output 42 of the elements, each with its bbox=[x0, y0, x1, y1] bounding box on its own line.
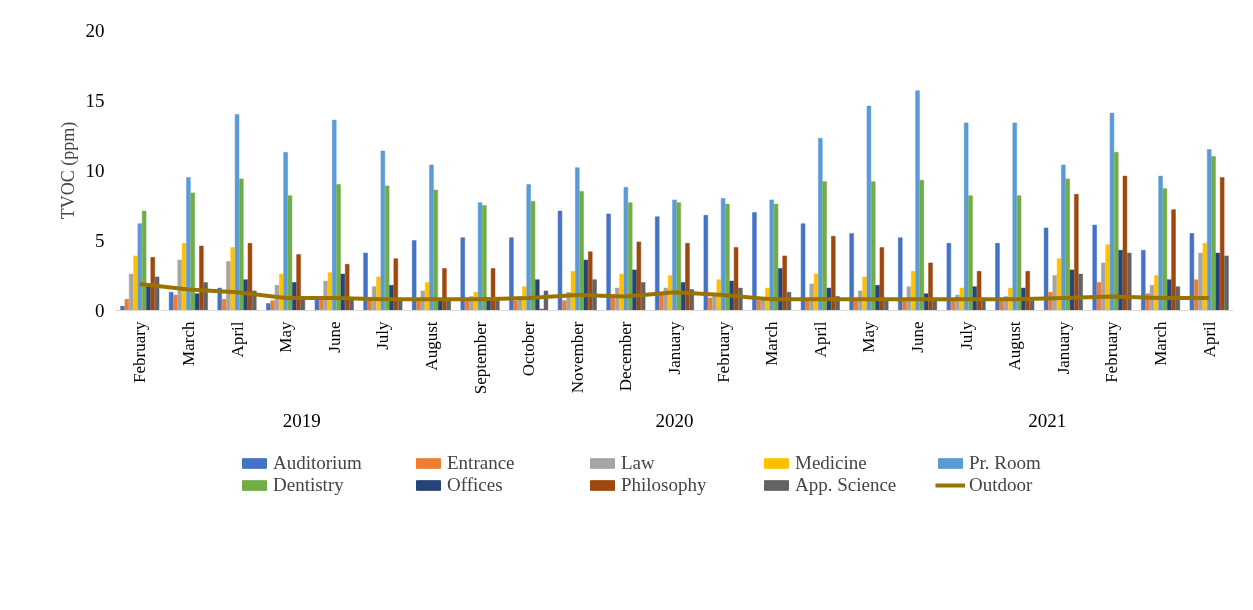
x-tick-label: November bbox=[567, 321, 587, 394]
legend-label: Dentistry bbox=[273, 474, 345, 496]
legend-label: Philosophy bbox=[621, 474, 708, 496]
x-tick-label: May bbox=[276, 321, 296, 353]
x-tick-label: July bbox=[956, 321, 976, 350]
text: 2020 bbox=[655, 409, 694, 431]
legend-label: Offices bbox=[447, 474, 504, 496]
x-tick-label: February bbox=[130, 321, 150, 383]
x-tick-label: April bbox=[227, 321, 247, 358]
x-tick-label: September bbox=[470, 321, 490, 395]
legend-label: Entrance bbox=[447, 452, 516, 474]
y-tick-label: 5 bbox=[95, 230, 105, 251]
x-tick-label: February bbox=[1102, 321, 1122, 383]
y-tick-label: 10 bbox=[85, 160, 105, 181]
x-tick-label: July bbox=[373, 321, 393, 350]
legend-label: Outdoor bbox=[969, 474, 1034, 496]
x-tick-label: May bbox=[859, 321, 879, 353]
x-tick-label: August bbox=[1005, 321, 1025, 371]
y-tick-label: 15 bbox=[85, 90, 105, 111]
y-tick-label: 0 bbox=[95, 300, 105, 321]
y-axis-title: TVOC (ppm) bbox=[57, 121, 79, 220]
x-tick-label: October bbox=[519, 321, 539, 377]
text: 2019 bbox=[282, 409, 321, 431]
x-tick-label: January bbox=[1053, 321, 1073, 375]
x-tick-label: June bbox=[324, 321, 344, 353]
legend-label: App. Science bbox=[795, 474, 898, 496]
text: 2021 bbox=[1028, 409, 1067, 431]
x-tick-label: March bbox=[762, 321, 782, 366]
x-tick-label: March bbox=[178, 321, 198, 366]
x-tick-label: January bbox=[665, 321, 684, 375]
x-tick-label: April bbox=[810, 321, 830, 358]
legend-label: Pr. Room bbox=[969, 452, 1042, 474]
legend-label: Medicine bbox=[795, 452, 868, 474]
x-tick-label: December bbox=[616, 321, 636, 392]
x-tick-label: February bbox=[713, 321, 733, 383]
x-tick-label: June bbox=[908, 321, 928, 353]
y-tick-label: 20 bbox=[85, 20, 105, 41]
x-tick-label: April bbox=[1199, 321, 1219, 358]
legend-label: Law bbox=[621, 452, 656, 474]
legend-label: Auditorium bbox=[273, 452, 363, 474]
x-tick-label: March bbox=[1151, 321, 1171, 366]
x-tick-label: August bbox=[421, 321, 441, 371]
